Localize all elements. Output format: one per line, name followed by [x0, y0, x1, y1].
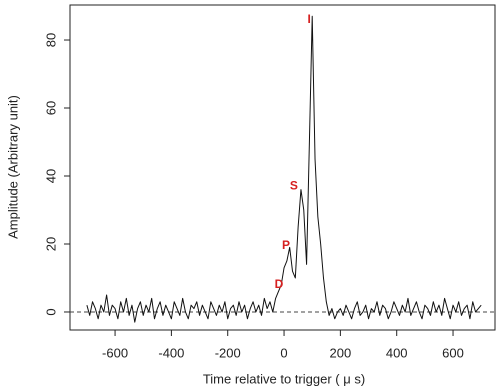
- x-axis-label: Time relative to trigger ( μ s): [203, 371, 365, 386]
- y-tick-label: 80: [43, 33, 58, 47]
- signal-line: [86, 15, 482, 323]
- y-axis-label: Amplitude (Arbitrary unit): [5, 95, 20, 239]
- y-tick-label: 60: [43, 101, 58, 115]
- y-tick-label: 0: [43, 308, 58, 315]
- x-tick-label: 0: [280, 345, 287, 360]
- y-tick-label: 20: [43, 237, 58, 251]
- x-tick-label: 400: [386, 345, 408, 360]
- y-tick-label: 40: [43, 169, 58, 183]
- x-tick-label: -200: [215, 345, 241, 360]
- peak-label: D: [275, 277, 284, 291]
- x-tick-label: 200: [330, 345, 352, 360]
- peak-label: P: [282, 238, 290, 252]
- plot-frame: [69, 4, 496, 331]
- x-tick-label: -600: [102, 345, 128, 360]
- x-tick-label: -400: [158, 345, 184, 360]
- peak-label: I: [307, 12, 310, 26]
- peak-label: S: [290, 178, 298, 192]
- x-tick-label: 600: [442, 345, 464, 360]
